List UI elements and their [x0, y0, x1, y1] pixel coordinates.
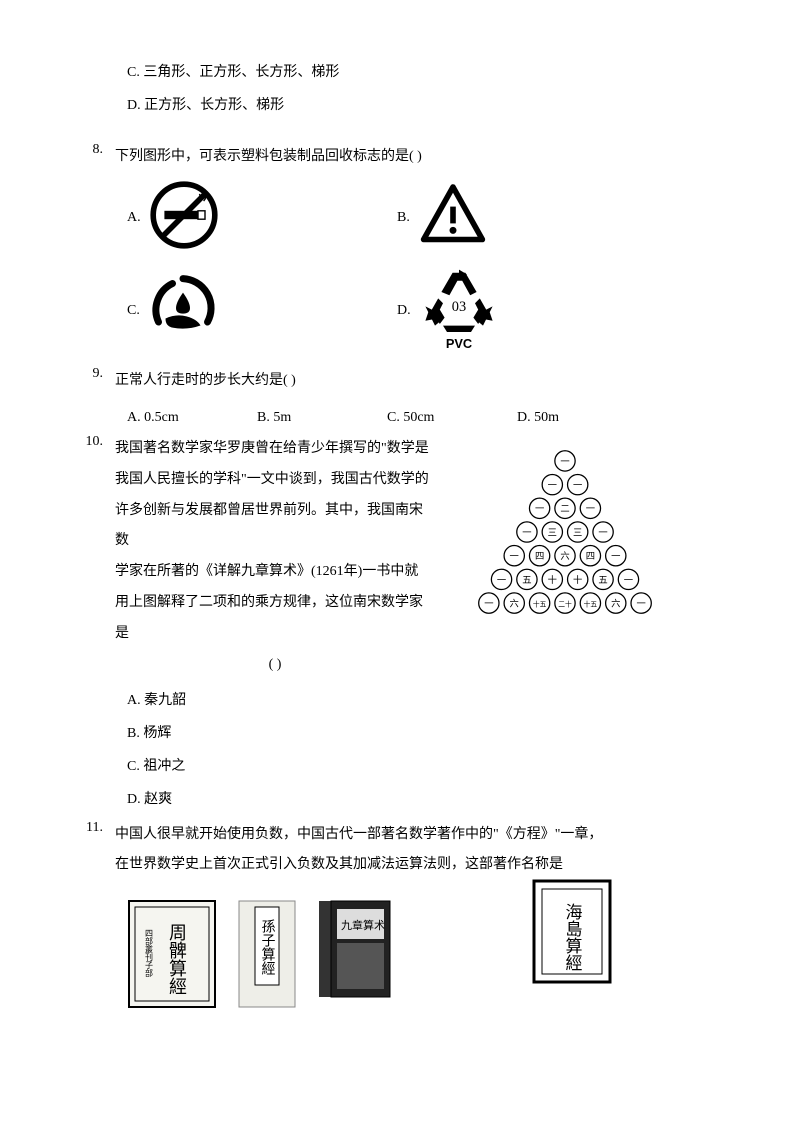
question-number: 11. [75, 820, 115, 836]
q10-line: 用上图解释了二项和的乘方规律，这位南宋数学家是 [115, 588, 435, 650]
book-zhoubi: 四部叢刊子部 周髀算經 [127, 899, 217, 1014]
option-label-c: C. [127, 303, 140, 319]
no-smoking-icon [149, 180, 219, 255]
hand-water-icon [148, 273, 218, 348]
q10-option-c: C. 祖冲之 [75, 752, 719, 783]
q10-line: ( ) [115, 650, 435, 681]
q10-line: 我国人民擅长的学科"一文中谈到，我国古代数学的 [115, 465, 435, 496]
svg-text:一: 一 [598, 528, 607, 538]
question-9: 9. 正常人行走时的步长大约是( ) [75, 366, 719, 397]
q9-option-d: D. 50m [517, 403, 647, 434]
question-8: 8. 下列图形中，可表示塑料包装制品回收标志的是( ) [75, 142, 719, 173]
svg-text:四: 四 [535, 552, 544, 562]
svg-text:四: 四 [586, 552, 595, 562]
svg-text:二十: 二十 [558, 599, 572, 608]
warning-triangle-icon [418, 180, 488, 255]
svg-text:十五: 十五 [584, 599, 598, 608]
svg-text:十五: 十五 [533, 599, 547, 608]
q10-option-b: B. 杨辉 [75, 719, 719, 750]
svg-text:十: 十 [573, 574, 582, 586]
question-text: 下列图形中，可表示塑料包装制品回收标志的是( ) [115, 142, 719, 173]
svg-text:五: 五 [598, 576, 607, 586]
q7-option-d: D. 正方形、长方形、梯形 [75, 91, 719, 122]
question-11: 11. 中国人很早就开始使用负数，中国古代一部著名数学著作中的"《方程》"一章，… [75, 820, 719, 882]
svg-text:一: 一 [636, 599, 645, 609]
option-label-a: A. [127, 210, 141, 226]
question-number: 10. [75, 434, 115, 450]
svg-text:九章算术: 九章算术 [341, 918, 385, 932]
svg-text:一: 一 [573, 481, 582, 491]
option-label-b: B. [397, 210, 410, 226]
book-sunzi: 孫子算經 [237, 899, 297, 1014]
svg-text:三: 三 [548, 528, 557, 538]
svg-text:一: 一 [484, 599, 493, 609]
book-jiuzhang: 九章算术 [317, 899, 392, 1004]
q11-line: 在世界数学史上首次正式引入负数及其加减法运算法则，这部著作名称是 [115, 850, 719, 881]
svg-text:六: 六 [611, 597, 620, 609]
q10-option-d: D. 赵爽 [75, 785, 719, 816]
svg-text:03: 03 [451, 300, 465, 316]
q10-line: 许多创新与发展都曾居世界前列。其中，我国南宋数 [115, 496, 435, 558]
book-haidao: 海島算經 [532, 879, 612, 989]
svg-text:一: 一 [535, 505, 544, 515]
question-text: 中国人很早就开始使用负数，中国古代一部著名数学著作中的"《方程》"一章， 在世界… [115, 820, 719, 882]
svg-text:六: 六 [560, 550, 569, 562]
q10-line: 我国著名数学家华罗庚曾在给青少年撰写的"数学是 [115, 434, 435, 465]
q8-options-row-1: A. B. [75, 180, 719, 255]
yang-hui-triangle-icon: 一一一一二一一三三一一四六四一一五十十五一一六十五二十十五六一 [455, 442, 675, 627]
q10-option-a: A. 秦九韶 [75, 686, 719, 717]
svg-text:一: 一 [548, 481, 557, 491]
option-text: C. 三角形、正方形、长方形、梯形 [127, 65, 339, 80]
svg-text:孫子算經: 孫子算經 [260, 919, 276, 976]
svg-text:一: 一 [497, 576, 506, 586]
question-text: 正常人行走时的步长大约是( ) [115, 366, 719, 397]
svg-text:PVC: PVC [445, 336, 471, 351]
q8-options-row-2: C. D. 03 PVC [75, 263, 719, 358]
q10-text-block: 我国著名数学家华罗庚曾在给青少年撰写的"数学是 我国人民擅长的学科"一文中谈到，… [115, 434, 435, 680]
recycle-pvc-icon: 03 PVC [419, 263, 499, 358]
svg-text:六: 六 [510, 597, 519, 609]
q9-option-b: B. 5m [257, 403, 387, 434]
svg-text:海島算經: 海島算經 [563, 903, 583, 971]
q10-line: 学家在所著的《详解九章算术》(1261年)一书中就 [115, 557, 435, 588]
option-text: D. 正方形、长方形、梯形 [127, 98, 284, 113]
svg-text:一: 一 [560, 457, 569, 467]
svg-text:四部叢刊子部: 四部叢刊子部 [145, 929, 154, 978]
q11-line: 中国人很早就开始使用负数，中国古代一部著名数学著作中的"《方程》"一章， [115, 820, 719, 851]
svg-text:五: 五 [522, 576, 531, 586]
q7-option-c: C. 三角形、正方形、长方形、梯形 [75, 58, 719, 89]
question-10: 10. 我国著名数学家华罗庚曾在给青少年撰写的"数学是 我国人民擅长的学科"一文… [75, 434, 719, 680]
svg-text:二: 二 [560, 505, 569, 515]
q11-book-row: 四部叢刊子部 周髀算經 孫子算經 九章算术 海島算經 [75, 899, 719, 1014]
svg-text:一: 一 [611, 552, 620, 562]
svg-text:一: 一 [510, 552, 519, 562]
question-number: 9. [75, 366, 115, 382]
question-number: 8. [75, 142, 115, 158]
q9-options: A. 0.5cm B. 5m C. 50cm D. 50m [75, 403, 719, 434]
q9-option-c: C. 50cm [387, 403, 517, 434]
svg-text:三: 三 [573, 528, 582, 538]
svg-text:周髀算經: 周髀算經 [167, 923, 187, 995]
svg-text:十: 十 [548, 574, 557, 586]
q9-option-a: A. 0.5cm [127, 403, 257, 434]
option-label-d: D. [397, 303, 411, 319]
svg-text:一: 一 [624, 576, 633, 586]
svg-text:一: 一 [522, 528, 531, 538]
svg-text:一: 一 [586, 505, 595, 515]
